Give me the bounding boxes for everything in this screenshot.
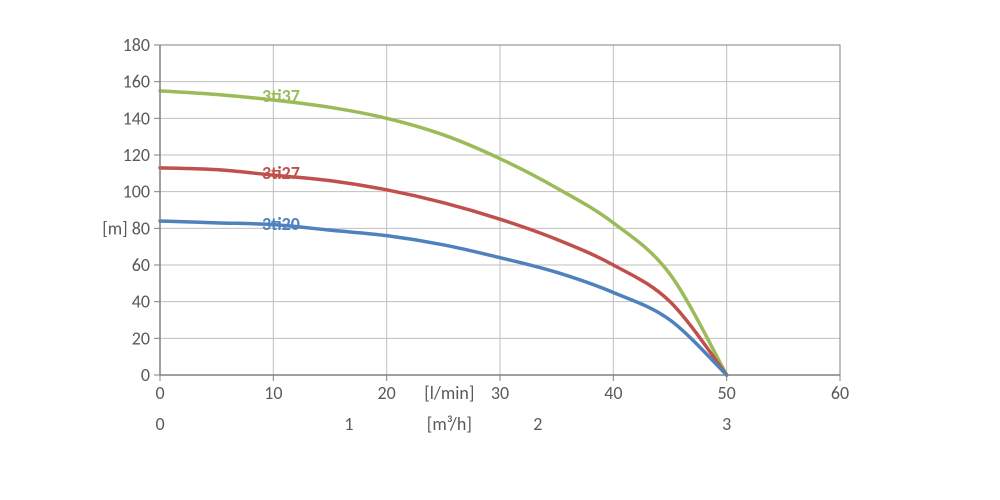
x-secondary-tick-label: 2 bbox=[533, 413, 542, 435]
series-label-3ti27: 3ti27 bbox=[262, 162, 300, 184]
x-secondary-tick-label: 3 bbox=[722, 413, 731, 435]
y-tick-label: 160 bbox=[123, 71, 150, 93]
x-primary-tick-label: 40 bbox=[604, 382, 622, 404]
y-tick-label: 0 bbox=[141, 364, 150, 386]
x-primary-tick-label: 30 bbox=[491, 382, 509, 404]
x-primary-tick-label: 60 bbox=[831, 382, 849, 404]
x-primary-tick-label: 20 bbox=[378, 382, 396, 404]
y-tick-label: 140 bbox=[123, 107, 150, 129]
y-tick-label: 120 bbox=[123, 144, 150, 166]
series-label-3ti37: 3ti37 bbox=[262, 85, 300, 107]
x-primary-tick-label: 10 bbox=[264, 382, 282, 404]
x-secondary-tick-label: 1 bbox=[344, 413, 353, 435]
y-tick-label: 60 bbox=[132, 254, 150, 276]
x-secondary-tick-label: 0 bbox=[155, 413, 164, 435]
y-tick-label: 20 bbox=[132, 327, 150, 349]
y-tick-label: 40 bbox=[132, 291, 150, 313]
y-tick-label: 80 bbox=[132, 217, 150, 239]
x-secondary-unit-label: [m³/h] bbox=[427, 413, 472, 435]
x-primary-unit-label: [l/min] bbox=[424, 382, 474, 404]
chart-svg: 0 20 40 60 80 100 120 140 160 180 0 10 20 30 40 50 60 0 1 2… bbox=[100, 35, 900, 465]
series-label-3ti20: 3ti20 bbox=[262, 213, 300, 235]
x-primary-tick-label: 0 bbox=[155, 382, 164, 404]
y-axis-unit-label: [m] bbox=[102, 217, 127, 239]
y-tick-label: 100 bbox=[123, 181, 150, 203]
x-primary-tick-label: 50 bbox=[718, 382, 736, 404]
pump-curve-chart: 0 20 40 60 80 100 120 140 160 180 0 10 20 30 40 50 60 0 1 2… bbox=[100, 35, 900, 465]
y-tick-label: 180 bbox=[123, 35, 150, 56]
